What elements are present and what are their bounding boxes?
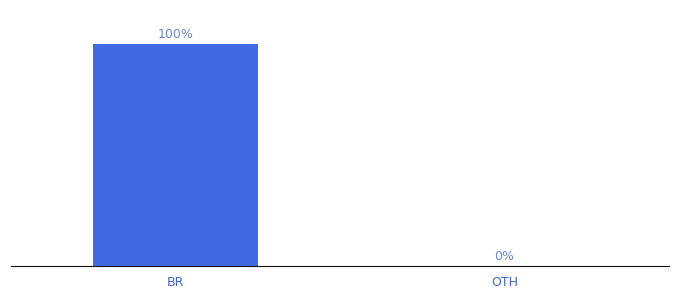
Text: 0%: 0% <box>494 250 515 263</box>
Text: 100%: 100% <box>158 28 194 41</box>
Bar <box>93 44 258 266</box>
